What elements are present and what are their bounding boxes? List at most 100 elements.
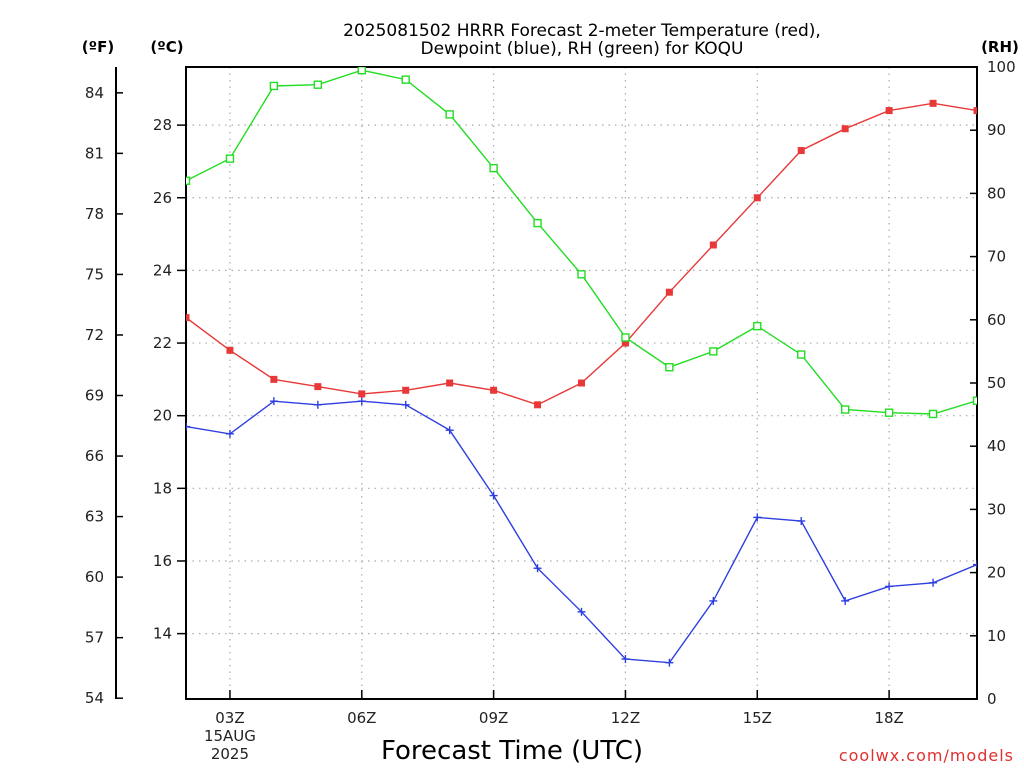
x-axis-label: Forecast Time (UTC) [381,736,643,766]
dewpoint-point [186,422,190,431]
rh-tick-label: 70 [987,248,1006,266]
fahrenheit-tick-label: 78 [85,205,104,223]
celsius-tick-label: 16 [153,552,172,570]
rh-point [401,75,410,84]
rh-point [533,218,542,228]
fahrenheit-tick-label: 63 [85,508,104,526]
celsius-tick-label: 28 [153,116,172,134]
celsius-tick-label: 22 [153,334,172,352]
fahrenheit-tick-label: 57 [85,629,104,647]
temperature-point [797,147,805,155]
x-tick-label: 15Z [743,709,772,727]
temperature-point [929,99,937,107]
rh-tick-label: 100 [987,58,1016,76]
axes: 14 16 18 20 22 24 26 28 54 57 60 63 66 69 72 75 78 81 84 0 1… [85,58,1016,763]
celsius-tick-label: 20 [153,407,172,425]
temperature-series [186,99,977,409]
temperature-point [226,346,234,354]
data-series [186,67,977,667]
fahrenheit-tick-label: 60 [85,568,104,586]
temperature-point [841,125,849,133]
temperature-point [885,107,893,115]
celsius-tick-label: 24 [153,261,172,279]
temperature-point [534,401,542,409]
temperature-point [186,314,190,322]
temperature-point [709,241,717,249]
dewpoint-point [621,655,630,664]
x-tick-year-label: 2025 [211,745,249,763]
rh-point [357,67,366,75]
dewpoint-point [753,513,762,522]
rh-point [709,347,718,356]
x-tick-label: 03Z [215,709,244,727]
temperature-point [753,194,761,202]
x-tick-date-label: 15AUG [204,727,256,745]
rh-unit-label: (RH) [981,38,1019,56]
temperature-point [665,288,673,296]
temperature-point [402,386,410,394]
dewpoint-point [841,596,850,605]
fahrenheit-tick-label: 81 [85,144,104,162]
x-tick-label: 12Z [611,709,640,727]
rh-point [489,163,498,173]
rh-tick-label: 80 [987,184,1006,202]
rh-tick-label: 60 [987,311,1006,329]
temperature-point [314,383,322,391]
rh-tick-label: 40 [987,437,1006,455]
credit-link[interactable]: coolwx.com/models [839,746,1014,765]
x-tick-label: 18Z [874,709,903,727]
rh-point [665,363,674,372]
rh-tick-label: 50 [987,374,1006,392]
rh-point [753,321,762,331]
dewpoint-point [269,397,278,406]
celsius-unit-label: (ºC) [150,38,183,56]
dewpoint-point [489,491,498,500]
rh-point [928,409,938,419]
dewpoint-series [186,397,977,667]
celsius-tick-label: 18 [153,479,172,497]
fahrenheit-unit-label: (ºF) [82,38,114,56]
x-tick-label: 06Z [347,709,376,727]
temperature-point [578,379,585,387]
rh-tick-label: 90 [987,121,1006,139]
dewpoint-point [401,400,410,409]
fahrenheit-tick-label: 84 [85,84,104,102]
fahrenheit-tick-label: 69 [85,387,104,405]
rh-point [313,80,323,89]
dewpoint-point [577,607,586,616]
celsius-tick-label: 14 [153,625,172,643]
rh-point [445,110,454,119]
rh-point [621,333,630,342]
dewpoint-point [885,582,894,591]
rh-point [225,154,235,163]
dewpoint-point [313,400,322,409]
celsius-tick-label: 26 [153,189,172,207]
rh-point [840,405,850,414]
rh-point [269,81,279,91]
temperature-point [621,339,629,347]
rh-point [797,350,806,359]
temperature-point [490,386,498,394]
dewpoint-point [357,397,366,406]
rh-line [186,69,977,415]
chart-title: 2025081502 HRRR Forecast 2-meter Tempera… [343,21,821,59]
temperature-line [186,102,977,406]
dewpoint-point [709,596,718,605]
rh-tick-label: 0 [987,690,997,708]
rh-tick-label: 30 [987,500,1006,518]
grid-lines [186,67,977,699]
dewpoint-point [665,658,674,667]
fahrenheit-tick-label: 66 [85,447,104,465]
rh-point [884,408,894,417]
temperature-point [973,107,977,115]
rh-point [972,396,977,405]
dewpoint-point [929,578,938,587]
dewpoint-point [973,560,977,569]
rh-series [186,67,977,419]
title-line-2: Dewpoint (blue), RH (green) for KOQU [421,39,744,59]
dewpoint-point [445,426,454,435]
rh-point [186,176,191,185]
dewpoint-point [225,429,234,438]
fahrenheit-tick-label: 54 [85,689,104,707]
